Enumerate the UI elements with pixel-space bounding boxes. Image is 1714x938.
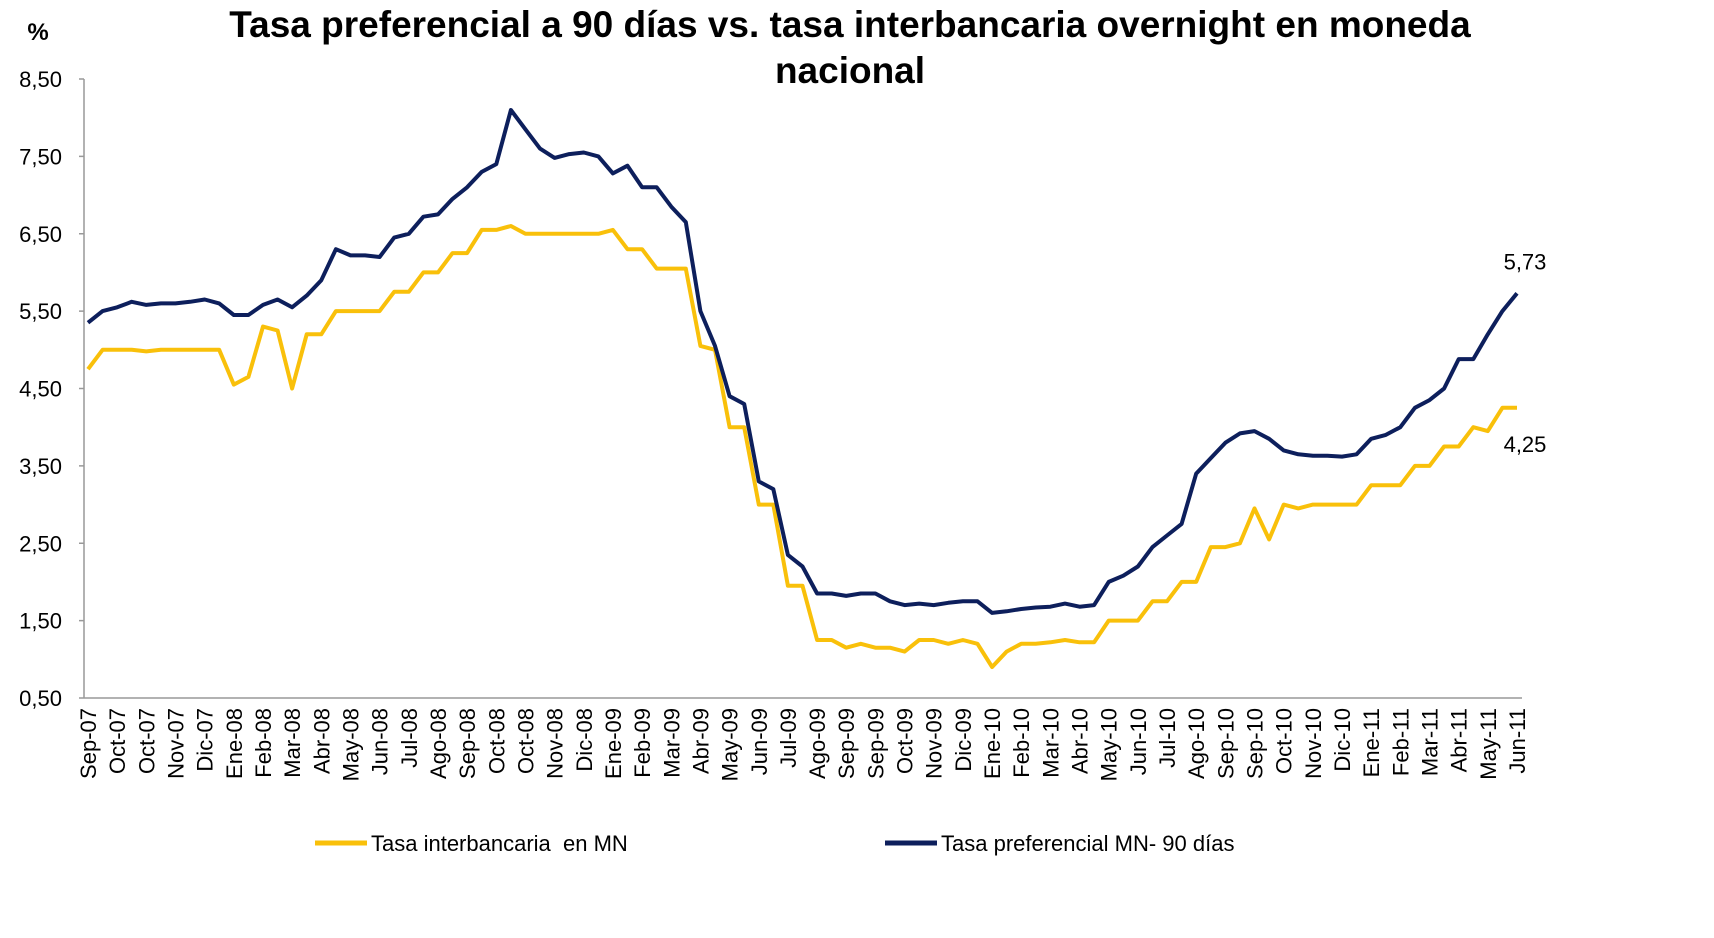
x-tick-label: May-11: [1476, 708, 1501, 780]
x-tick-label: Oct-08: [484, 708, 509, 774]
x-tick-label: Jul-10: [1155, 708, 1180, 768]
x-tick-label: Nov-08: [543, 708, 568, 779]
x-tick-label: Dic-07: [193, 708, 218, 772]
x-tick-label: Oct-09: [893, 708, 918, 774]
x-tick-label: Dic-10: [1330, 708, 1355, 772]
x-tick-label: Feb-10: [1009, 708, 1034, 778]
x-tick-label: Mar-11: [1418, 708, 1443, 776]
x-tick-label: Sep-09: [863, 708, 888, 779]
x-tick-label: Ago-10: [1184, 708, 1209, 779]
series-line: [86, 108, 1519, 615]
x-tick-label: Ago-09: [805, 708, 830, 779]
x-tick-label: Mar-10: [1038, 708, 1063, 778]
x-tick-label: Sep-07: [76, 708, 101, 779]
data-label: 4,25: [1504, 432, 1547, 457]
x-tick-label: Jun-08: [368, 708, 393, 775]
y-axis-label: %: [27, 19, 48, 46]
x-tick-label: Dic-09: [951, 708, 976, 772]
x-tick-label: Dic-08: [572, 708, 597, 772]
x-tick-label: Jul-09: [776, 708, 801, 768]
x-tick-label: May-08: [338, 708, 363, 781]
x-tick-label: Abr-10: [1068, 708, 1093, 774]
x-tick-label: Feb-09: [630, 708, 655, 778]
y-tick-label: 1,50: [19, 609, 62, 634]
chart-title: Tasa preferencial a 90 días vs. tasa int…: [229, 4, 1471, 91]
y-tick-label: 7,50: [19, 144, 62, 169]
series-line: [86, 224, 1517, 669]
x-tick-label: Abr-08: [309, 708, 334, 774]
legend-label: Tasa preferencial MN- 90 días: [941, 831, 1234, 856]
x-tick-label: Jul-08: [397, 708, 422, 768]
y-tick-label: 3,50: [19, 454, 62, 479]
x-tick-label: Abr-09: [688, 708, 713, 774]
y-tick-label: 6,50: [19, 222, 62, 247]
x-tick-label: Nov-09: [922, 708, 947, 779]
x-tick-label: Jun-11: [1505, 708, 1530, 774]
x-tick-label: Nov-10: [1301, 708, 1326, 779]
x-tick-label: Feb-11: [1388, 708, 1413, 776]
y-tick-label: 4,50: [19, 377, 62, 402]
x-tick-label: Oct-07: [134, 708, 159, 774]
x-tick-label: Sep-10: [1213, 708, 1238, 779]
x-tick-label: Sep-10: [1243, 708, 1268, 779]
legend-label: Tasa interbancaria en MN: [371, 831, 628, 856]
x-tick-label: Jun-09: [747, 708, 772, 775]
y-tick-label: 2,50: [19, 531, 62, 556]
x-tick-label: Oct-10: [1272, 708, 1297, 774]
x-tick-label: Mar-09: [659, 708, 684, 778]
x-tick-label: Oct-07: [105, 708, 130, 774]
x-tick-label: Ene-11: [1359, 708, 1384, 777]
y-tick-label: 0,50: [19, 686, 62, 711]
x-tick-label: Abr-11: [1447, 708, 1472, 772]
x-tick-label: May-10: [1097, 708, 1122, 781]
x-tick-label: Ene-10: [980, 708, 1005, 779]
y-tick-label: 5,50: [19, 299, 62, 324]
x-tick-label: Sep-08: [455, 708, 480, 779]
x-tick-label: Ene-09: [601, 708, 626, 779]
x-tick-label: Feb-08: [251, 708, 276, 778]
data-label: 5,73: [1504, 249, 1547, 274]
x-tick-label: Sep-09: [834, 708, 859, 779]
x-tick-label: Jun-10: [1126, 708, 1151, 775]
x-tick-label: May-09: [718, 708, 743, 781]
x-tick-label: Ene-08: [222, 708, 247, 779]
x-tick-label: Oct-08: [513, 708, 538, 774]
x-tick-label: Mar-08: [280, 708, 305, 778]
y-tick-label: 8,50: [19, 67, 62, 92]
x-tick-label: Nov-07: [163, 708, 188, 779]
x-tick-label: Ago-08: [426, 708, 451, 779]
